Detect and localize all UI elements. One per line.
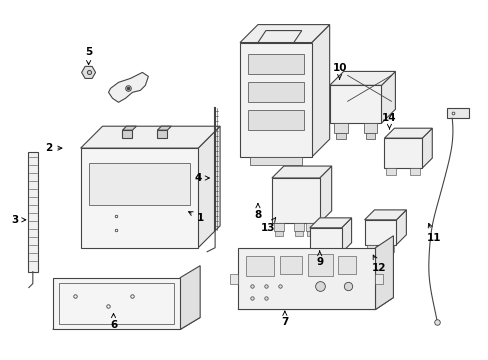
Bar (247, 82, 303, 102)
Bar (122, 130, 132, 138)
Bar (279, 256, 301, 274)
Text: 14: 14 (381, 113, 396, 129)
Polygon shape (375, 236, 393, 310)
Bar (337, 256, 355, 274)
Bar (311, 253, 321, 260)
Polygon shape (53, 278, 180, 329)
Polygon shape (309, 218, 351, 228)
Polygon shape (384, 138, 422, 168)
Text: 6: 6 (110, 314, 117, 330)
Bar (273, 223, 283, 231)
Polygon shape (198, 126, 220, 248)
Polygon shape (81, 126, 220, 148)
Bar (247, 54, 303, 75)
Bar (247, 110, 303, 130)
Text: 5: 5 (85, 48, 92, 65)
Polygon shape (122, 126, 136, 130)
Polygon shape (240, 42, 311, 157)
Bar (306, 231, 314, 236)
Text: 3: 3 (11, 215, 26, 225)
Polygon shape (28, 152, 38, 272)
Bar (274, 231, 282, 236)
Polygon shape (240, 24, 329, 42)
Text: 9: 9 (316, 251, 323, 267)
Polygon shape (396, 210, 406, 245)
Bar (305, 223, 315, 231)
Polygon shape (364, 210, 406, 220)
Bar (384, 245, 394, 252)
Bar (249, 157, 301, 165)
Bar (293, 223, 303, 231)
Bar (366, 245, 376, 252)
Bar (229, 274, 238, 284)
Polygon shape (384, 128, 431, 138)
Polygon shape (309, 228, 341, 253)
Polygon shape (341, 218, 351, 253)
Polygon shape (157, 126, 171, 130)
Text: 8: 8 (254, 204, 261, 220)
Bar (447, 108, 468, 118)
Polygon shape (258, 31, 301, 42)
Bar (88, 163, 190, 205)
Bar (329, 253, 339, 260)
Polygon shape (271, 178, 319, 223)
Bar (386, 168, 396, 175)
Bar (365, 133, 375, 139)
Polygon shape (422, 128, 431, 168)
Bar (375, 274, 383, 284)
Polygon shape (238, 298, 393, 310)
Bar (335, 133, 345, 139)
Bar (333, 123, 347, 133)
Polygon shape (53, 318, 200, 329)
Text: 11: 11 (426, 223, 441, 243)
Text: 7: 7 (281, 311, 288, 328)
Text: 4: 4 (194, 173, 209, 183)
Bar (409, 168, 420, 175)
Text: 13: 13 (260, 218, 275, 233)
Bar (59, 283, 174, 324)
Bar (245, 256, 273, 276)
Text: 10: 10 (332, 63, 346, 79)
Polygon shape (271, 166, 331, 178)
Polygon shape (319, 166, 331, 223)
Polygon shape (81, 148, 198, 248)
Polygon shape (381, 71, 395, 123)
Polygon shape (329, 85, 381, 123)
Polygon shape (180, 266, 200, 329)
Text: 1: 1 (188, 212, 203, 223)
Polygon shape (364, 220, 396, 245)
Polygon shape (238, 248, 375, 310)
Polygon shape (108, 72, 148, 102)
Bar (294, 231, 302, 236)
Polygon shape (311, 24, 329, 157)
Bar (363, 123, 377, 133)
Text: 12: 12 (371, 255, 386, 273)
Bar (157, 130, 167, 138)
Polygon shape (81, 66, 95, 78)
Bar (307, 254, 332, 276)
Polygon shape (329, 71, 395, 85)
Text: 2: 2 (45, 143, 62, 153)
